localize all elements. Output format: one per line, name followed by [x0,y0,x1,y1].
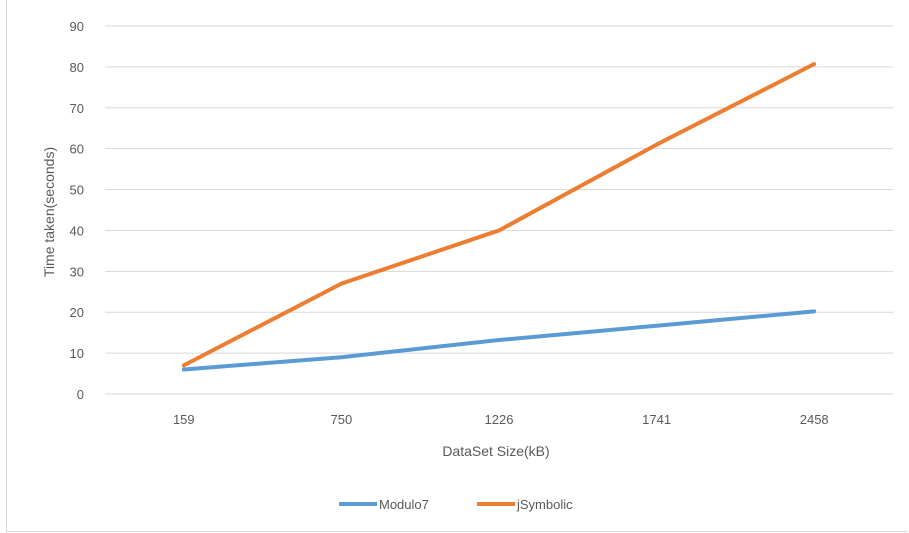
y-tick-label: 50 [70,183,84,198]
y-tick-label: 60 [70,142,84,157]
y-tick-label: 0 [77,387,84,402]
series-line-modulo7 [181,309,817,372]
legend-label-modulo7: Modulo7 [379,497,429,512]
x-tick-label: 2458 [800,412,829,427]
legend-label-jsymbolic: jSymbolic [516,497,573,512]
y-axis-title: Time taken(seconds) [41,147,57,277]
series-line-jsymbolic [181,62,817,368]
x-tick-label: 1741 [642,412,671,427]
legend: Modulo7 jSymbolic [339,497,573,512]
y-tick-label: 80 [70,60,84,75]
x-axis-ticks: 159 750 1226 1741 2458 [173,412,829,427]
x-axis-title: DataSet Size(kB) [442,443,549,459]
x-tick-label: 159 [173,412,195,427]
series-lines [181,62,817,372]
x-tick-label: 1226 [485,412,514,427]
y-tick-label: 30 [70,264,84,279]
y-tick-label: 90 [70,19,84,34]
y-tick-label: 20 [70,305,84,320]
y-tick-label: 40 [70,223,84,238]
gridlines [105,25,893,395]
y-axis-ticks: 0 10 20 30 40 50 60 70 80 90 [70,19,84,402]
y-tick-label: 10 [70,346,84,361]
y-tick-label: 70 [70,101,84,116]
x-tick-label: 750 [331,412,353,427]
chart-frame [6,0,908,532]
